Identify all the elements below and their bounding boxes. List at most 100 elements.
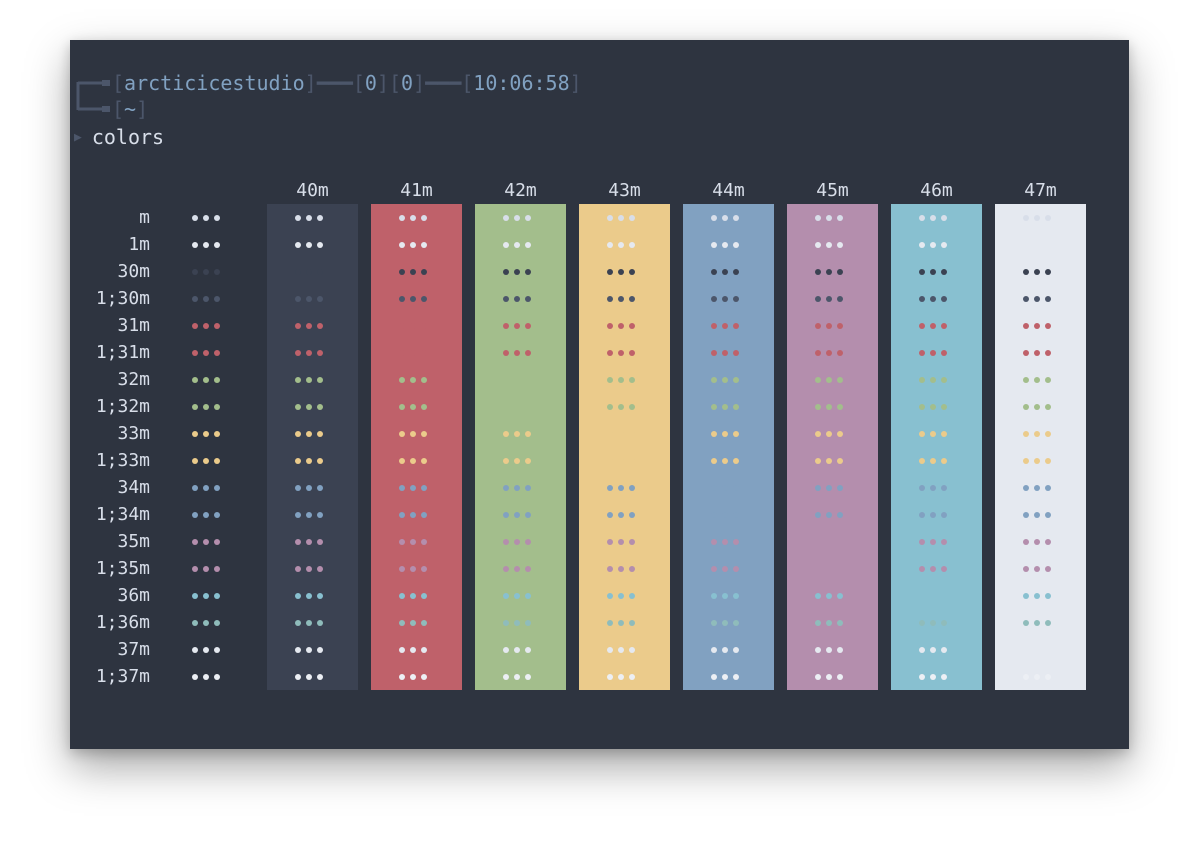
sample-dot — [733, 620, 739, 626]
row-label: 1;30m — [95, 288, 150, 309]
sample-dot — [607, 215, 613, 221]
color-sample-dots — [607, 566, 647, 574]
sample-dot — [826, 620, 832, 626]
color-sample-dots — [919, 242, 959, 250]
color-sample-dots — [295, 377, 335, 385]
sample-dot — [503, 350, 509, 356]
sample-dot — [503, 566, 509, 572]
bg-column-43m — [579, 204, 670, 690]
sample-dot — [503, 377, 509, 383]
color-sample-dots — [815, 242, 855, 250]
sample-dot — [399, 566, 405, 572]
sample-dot — [919, 269, 925, 275]
color-sample-dots — [1023, 215, 1063, 223]
sample-dot — [203, 512, 209, 518]
sample-dot — [837, 350, 843, 356]
color-sample-dots — [711, 647, 751, 655]
sample-dot — [618, 674, 624, 680]
color-sample-dots — [1023, 323, 1063, 331]
sample-dot — [930, 431, 936, 437]
sample-dot — [410, 674, 416, 680]
color-sample-dots — [607, 674, 647, 682]
sample-dot — [203, 674, 209, 680]
sample-dot — [421, 404, 427, 410]
terminal-window[interactable]: [arcticicestudio]━━━[0][0]━━━[10:06:58] … — [70, 40, 1129, 749]
color-sample-dots — [607, 512, 647, 520]
color-sample-dots — [815, 350, 855, 358]
sample-dot — [837, 215, 843, 221]
sample-dot — [1034, 242, 1040, 248]
prompt-line-2: [~] — [112, 97, 149, 121]
sample-dot — [306, 647, 312, 653]
color-sample-dots — [607, 593, 647, 601]
sample-dot — [1034, 431, 1040, 437]
sample-dot — [826, 674, 832, 680]
sample-dot — [1045, 215, 1051, 221]
sample-dot — [1045, 458, 1051, 464]
color-sample-dots — [399, 431, 439, 439]
sample-dot — [410, 404, 416, 410]
sample-dot — [214, 215, 220, 221]
sample-dot — [629, 647, 635, 653]
sample-dot — [919, 323, 925, 329]
sample-dot — [1023, 323, 1029, 329]
sample-dot — [733, 485, 739, 491]
sample-dot — [317, 350, 323, 356]
color-sample-dots — [192, 350, 232, 358]
sample-dot — [203, 404, 209, 410]
sample-dot — [421, 566, 427, 572]
sample-dot — [837, 485, 843, 491]
sample-dot — [722, 323, 728, 329]
sample-dot — [399, 404, 405, 410]
color-sample-dots — [503, 269, 543, 277]
sample-dot — [711, 215, 717, 221]
sample-dot — [618, 323, 624, 329]
bg-column-41m — [371, 204, 462, 690]
sample-dot — [410, 269, 416, 275]
sample-dot — [930, 269, 936, 275]
sample-dot — [930, 539, 936, 545]
sample-dot — [525, 350, 531, 356]
sample-dot — [514, 269, 520, 275]
row-label: 1;35m — [95, 558, 150, 579]
sample-dot — [1034, 458, 1040, 464]
row-label: 1;36m — [95, 612, 150, 633]
sample-dot — [399, 323, 405, 329]
sample-dot — [815, 431, 821, 437]
sample-dot — [214, 674, 220, 680]
sample-dot — [618, 431, 624, 437]
sample-dot — [1045, 539, 1051, 545]
sample-dot — [399, 296, 405, 302]
sample-dot — [733, 431, 739, 437]
sample-dot — [941, 269, 947, 275]
sample-dot — [421, 377, 427, 383]
sample-dot — [317, 512, 323, 518]
sample-dot — [733, 269, 739, 275]
color-sample-dots — [815, 593, 855, 601]
sample-dot — [930, 566, 936, 572]
sample-dot — [629, 620, 635, 626]
sample-dot — [503, 323, 509, 329]
sample-dot — [837, 269, 843, 275]
sample-dot — [618, 647, 624, 653]
sample-dot — [837, 539, 843, 545]
color-sample-dots — [295, 431, 335, 439]
sample-dot — [295, 512, 301, 518]
sample-dot — [514, 512, 520, 518]
row-label: 1;33m — [95, 450, 150, 471]
sample-dot — [629, 593, 635, 599]
sample-dot — [214, 323, 220, 329]
color-sample-dots — [503, 404, 543, 412]
sample-dot — [826, 512, 832, 518]
sample-dot — [295, 350, 301, 356]
sample-dot — [192, 458, 198, 464]
color-sample-dots — [399, 593, 439, 601]
sample-dot — [722, 458, 728, 464]
sample-dot — [399, 215, 405, 221]
color-sample-dots — [192, 431, 232, 439]
sample-dot — [214, 566, 220, 572]
color-sample-dots — [1023, 620, 1063, 628]
prompt-connector-icon — [76, 80, 110, 112]
sample-dot — [514, 350, 520, 356]
sample-dot — [295, 323, 301, 329]
